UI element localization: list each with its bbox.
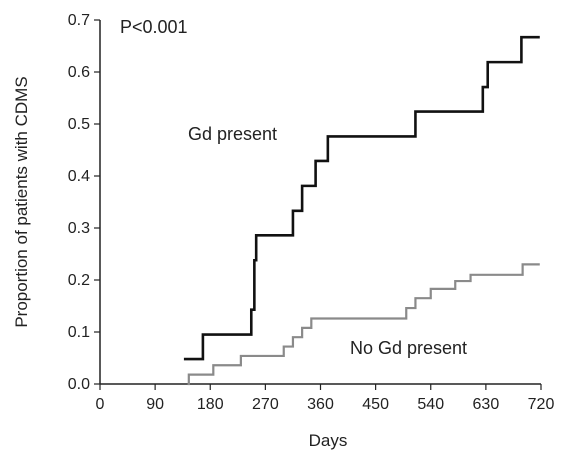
y-tick-label: 0.5 — [68, 116, 90, 133]
y-tick-label: 0.2 — [68, 272, 90, 289]
x-tick-label: 360 — [307, 396, 334, 413]
x-tick-label: 540 — [417, 396, 444, 413]
y-tick-label: 0.7 — [68, 12, 90, 29]
y-tick-label: 0.6 — [68, 64, 90, 81]
y-axis-label: Proportion of patients with CDMS — [12, 76, 31, 327]
x-tick-label: 0 — [96, 396, 105, 413]
series-gd-present-line — [183, 35, 540, 361]
y-tick-label: 0.0 — [68, 376, 90, 393]
y-ticks: 0.0 0.1 0.2 0.3 0.4 0.5 0.6 0.7 — [68, 12, 100, 393]
x-tick-label: 90 — [146, 396, 164, 413]
pvalue-annotation: P<0.001 — [120, 17, 188, 37]
x-ticks: 0 90 180 270 360 450 540 630 720 — [96, 384, 555, 413]
x-tick-label: 270 — [252, 396, 279, 413]
series-layer — [183, 35, 540, 386]
x-tick-label: 720 — [528, 396, 555, 413]
x-tick-label: 630 — [473, 396, 500, 413]
y-tick-label: 0.1 — [68, 324, 90, 341]
x-axis-label: Days — [309, 431, 348, 450]
y-tick-label: 0.4 — [68, 168, 90, 185]
y-tick-label: 0.3 — [68, 220, 90, 237]
series-no-gd-present-line — [187, 263, 540, 386]
x-tick-label: 180 — [197, 396, 224, 413]
axes: 0 90 180 270 360 450 540 630 720 0.0 0.1 0.2 0.3 0.4… — [68, 12, 555, 413]
no-gd-present-label: No Gd present — [350, 338, 467, 358]
gd-present-label: Gd present — [188, 124, 277, 144]
x-tick-label: 450 — [362, 396, 389, 413]
